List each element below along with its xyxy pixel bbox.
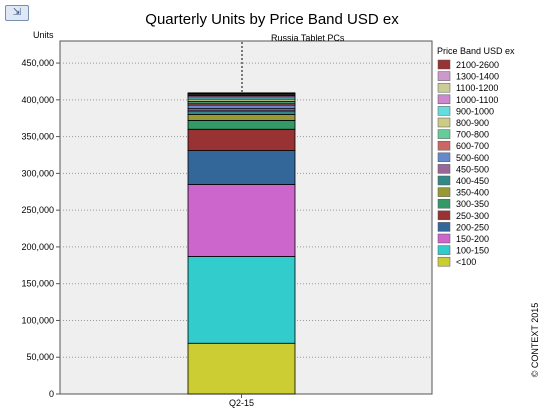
- bar-segment: [187, 256, 296, 344]
- legend-label: 1300-1400: [456, 72, 499, 82]
- bar-segment: [187, 120, 296, 130]
- bar-segment: [187, 110, 296, 115]
- legend-swatch: [437, 210, 451, 221]
- legend-label: 800-900: [456, 118, 489, 128]
- y-tick-label: 200,000: [21, 242, 54, 252]
- legend-label: 500-600: [456, 153, 489, 163]
- legend-label: 150-200: [456, 234, 489, 244]
- legend-swatch: [437, 71, 451, 81]
- legend-label: 600-700: [456, 141, 489, 151]
- y-tick-label: 300,000: [21, 168, 54, 178]
- y-tick-label: 400,000: [21, 95, 54, 105]
- bar-segment: [187, 104, 296, 110]
- legend-label: 250-300: [456, 211, 489, 221]
- y-tick-label: 450,000: [21, 58, 54, 68]
- chart-title: Quarterly Units by Price Band USD ex: [145, 11, 399, 28]
- bar-segment: [187, 150, 296, 185]
- x-axis-ticks: Q2-15: [229, 394, 254, 408]
- y-tick-label: 100,000: [21, 315, 54, 325]
- legend-label: 350-400: [456, 188, 489, 198]
- bar-segment: [187, 92, 296, 94]
- legend-swatch: [437, 82, 451, 93]
- legend-swatch: [437, 245, 451, 255]
- legend-swatch: [437, 222, 451, 232]
- legend-label: 2100-2600: [456, 60, 499, 70]
- legend-label: 900-1000: [456, 106, 494, 116]
- bar-segment: [187, 114, 296, 121]
- legend-label: 450-500: [456, 164, 489, 174]
- y-tick-label: 250,000: [21, 205, 54, 215]
- legend-title: Price Band USD ex: [437, 46, 515, 56]
- legend-swatch: [437, 198, 451, 209]
- y-tick-label: 350,000: [21, 132, 54, 142]
- x-tick-label: Q2-15: [229, 398, 254, 408]
- legend-swatch: [437, 59, 451, 70]
- legend-label: 700-800: [456, 130, 489, 140]
- chart-subtitle: Russia Tablet PCs: [271, 33, 345, 43]
- y-tick-label: 50,000: [26, 352, 54, 362]
- legend-swatch: [437, 140, 451, 151]
- legend-swatch: [437, 117, 451, 128]
- legend-label: 200-250: [456, 222, 489, 232]
- legend-swatch: [437, 152, 451, 163]
- y-axis-label: Units: [33, 30, 54, 40]
- legend-label: <100: [456, 257, 476, 267]
- bar-segment: [187, 342, 296, 395]
- legend-swatch: [437, 233, 451, 244]
- legend-label: 400-450: [456, 176, 489, 186]
- legend-swatch: [437, 187, 451, 197]
- bar-segment: [187, 128, 296, 151]
- legend-label: 100-150: [456, 246, 489, 256]
- bar-segment: [187, 184, 296, 257]
- y-tick-label: 150,000: [21, 279, 54, 289]
- legend-label: 300-350: [456, 199, 489, 209]
- y-axis-ticks: 0 50,000 100,000 150,000 200,000 250,000 300,0…: [21, 58, 60, 399]
- legend-label: 1100-1200: [456, 83, 498, 93]
- copyright-text: © CONTEXT 2015: [530, 303, 540, 378]
- legend-swatch: [437, 106, 451, 116]
- legend-swatch: [437, 129, 451, 139]
- legend-swatch: [437, 164, 451, 174]
- legend-swatch: [437, 175, 451, 186]
- y-tick-label: 0: [49, 389, 54, 399]
- export-chart-icon[interactable]: ⇲: [5, 5, 29, 21]
- legend-label: 1000-1100: [456, 95, 498, 105]
- legend-swatch: [437, 256, 451, 267]
- legend-swatch: [437, 94, 451, 105]
- bar-segments: [187, 92, 296, 395]
